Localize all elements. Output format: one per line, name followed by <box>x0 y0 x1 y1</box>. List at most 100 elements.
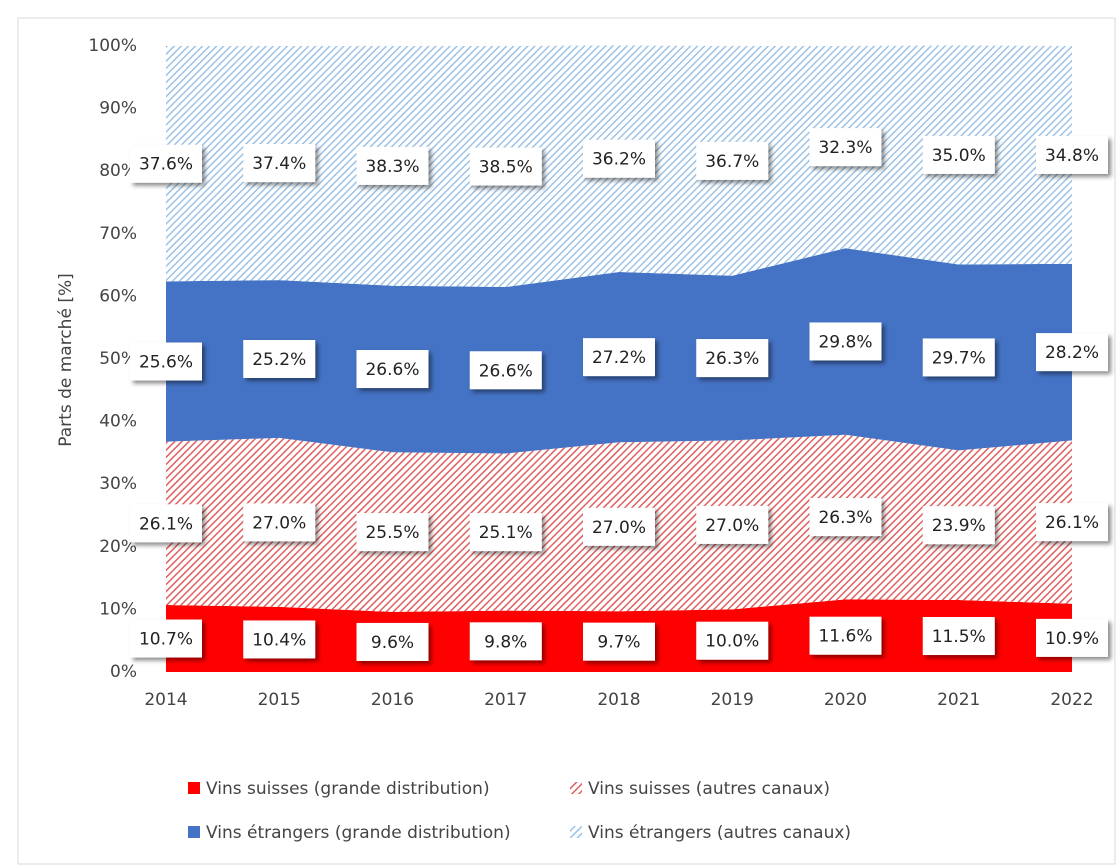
y-tick-label: 50% <box>99 349 137 369</box>
legend-swatch <box>188 826 200 838</box>
x-tick-label: 2019 <box>711 690 754 710</box>
data-label: 26.6% <box>365 360 419 380</box>
y-tick-label: 90% <box>99 99 137 119</box>
y-tick-label: 20% <box>99 537 137 557</box>
data-label-box <box>356 513 429 552</box>
data-label-box <box>583 507 655 546</box>
x-tick-label: 2014 <box>144 690 187 710</box>
data-label-box <box>696 141 769 180</box>
data-label: 27.0% <box>252 513 306 533</box>
data-label: 25.5% <box>365 523 419 543</box>
data-label: 10.9% <box>1045 629 1099 649</box>
y-tick-label: 80% <box>99 161 137 181</box>
legend-swatch <box>188 782 200 794</box>
data-label-box <box>583 338 655 377</box>
y-axis-label: Parts de marché [%] <box>56 273 76 446</box>
data-label-box <box>469 622 542 661</box>
data-label-box <box>356 350 429 389</box>
data-label: 36.2% <box>592 150 646 170</box>
y-tick-label: 100% <box>88 36 137 56</box>
x-tick-label: 2016 <box>371 690 414 710</box>
data-label: 10.4% <box>252 630 306 650</box>
data-label: 10.0% <box>705 632 759 652</box>
data-label-box <box>130 144 202 183</box>
data-label-box <box>356 622 429 661</box>
data-label-box <box>469 351 542 390</box>
data-label: 11.5% <box>932 627 986 647</box>
data-label-box <box>1036 618 1108 657</box>
data-label: 26.3% <box>818 508 872 528</box>
data-label-box <box>356 146 429 185</box>
data-label-box <box>243 503 316 542</box>
data-label-box <box>809 616 882 655</box>
data-label-box <box>696 505 769 544</box>
data-label: 27.2% <box>592 348 646 368</box>
y-tick-label: 10% <box>99 599 137 619</box>
data-label-box <box>469 147 542 186</box>
data-label: 37.6% <box>139 155 193 175</box>
data-label-box <box>809 322 882 361</box>
data-label-box <box>809 128 882 167</box>
data-label: 34.8% <box>1045 146 1099 166</box>
data-label: 37.4% <box>252 154 306 174</box>
y-tick-label: 70% <box>99 224 137 244</box>
data-label: 25.1% <box>479 523 533 543</box>
data-label: 25.6% <box>139 353 193 373</box>
data-label-box <box>469 513 542 552</box>
data-label-box <box>1036 333 1108 372</box>
x-tick-label: 2021 <box>937 690 980 710</box>
data-label: 23.9% <box>932 516 986 536</box>
data-label: 38.3% <box>365 157 419 177</box>
legend-swatch <box>570 782 582 794</box>
data-label-box <box>922 338 995 377</box>
legend-label: Vins étrangers (autres canaux) <box>588 823 851 843</box>
data-label: 11.6% <box>818 627 872 647</box>
data-label: 38.5% <box>479 158 533 178</box>
data-label: 32.3% <box>818 138 872 158</box>
data-label-box <box>696 621 769 660</box>
data-label-box <box>922 617 995 656</box>
legend-label: Vins suisses (grande distribution) <box>206 779 490 799</box>
data-label-box <box>1036 135 1108 174</box>
data-label-box <box>922 135 995 174</box>
data-label: 9.7% <box>597 633 640 653</box>
data-label-box <box>130 504 202 543</box>
data-label: 9.6% <box>371 633 414 653</box>
y-tick-label: 30% <box>99 474 137 494</box>
data-label-box <box>130 619 202 658</box>
x-tick-label: 2017 <box>484 690 527 710</box>
data-label: 27.0% <box>705 516 759 536</box>
x-tick-label: 2015 <box>258 690 301 710</box>
data-label-box <box>809 498 882 537</box>
data-label-box <box>243 144 316 183</box>
data-label: 25.2% <box>252 350 306 370</box>
data-label-box <box>696 339 769 378</box>
y-tick-label: 40% <box>99 412 137 432</box>
data-label: 10.7% <box>139 630 193 650</box>
data-label: 29.7% <box>932 348 986 368</box>
data-label-box <box>243 340 316 378</box>
data-label: 9.8% <box>484 632 527 652</box>
data-label-box <box>583 139 655 178</box>
data-label-box <box>243 620 316 659</box>
data-label-box <box>130 342 202 381</box>
data-label-box <box>922 506 995 545</box>
legend-label: Vins étrangers (grande distribution) <box>206 823 511 843</box>
y-tick-label: 0% <box>110 662 137 682</box>
data-label: 26.6% <box>479 361 533 381</box>
data-label: 29.8% <box>818 332 872 352</box>
legend-label: Vins suisses (autres canaux) <box>588 779 830 799</box>
data-label: 28.2% <box>1045 343 1099 363</box>
data-label: 36.7% <box>705 152 759 172</box>
data-label: 27.0% <box>592 518 646 538</box>
y-tick-label: 60% <box>99 286 137 306</box>
x-tick-label: 2022 <box>1050 690 1093 710</box>
x-tick-label: 2020 <box>824 690 867 710</box>
legend-swatch <box>570 826 582 838</box>
data-label-box <box>583 622 655 661</box>
data-label-box <box>1036 503 1108 542</box>
data-label: 26.3% <box>705 349 759 369</box>
data-label: 26.1% <box>139 514 193 534</box>
data-label: 35.0% <box>932 146 986 166</box>
